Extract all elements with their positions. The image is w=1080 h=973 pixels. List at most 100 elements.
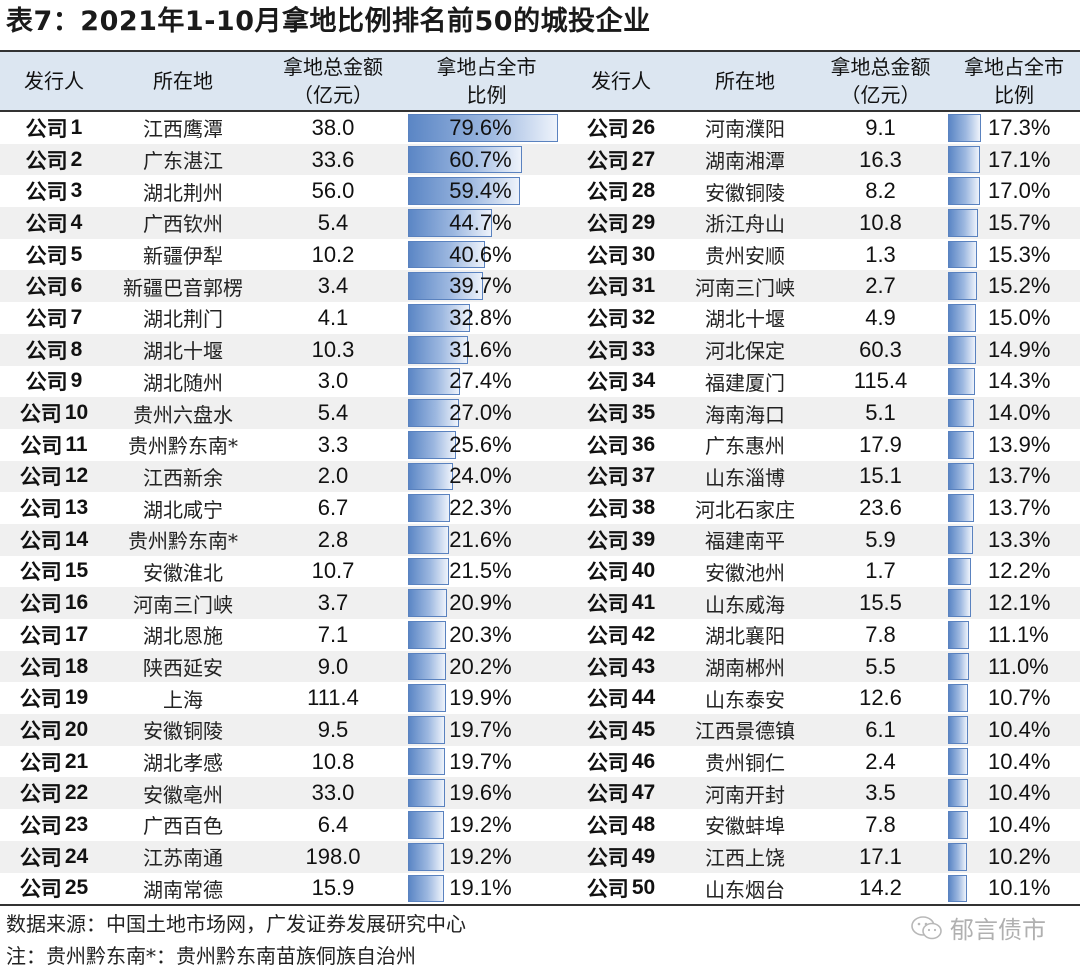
amount-cell: 10.8: [859, 209, 902, 235]
ratio-cell: 14.9%: [948, 334, 1080, 366]
table-row: 公司 4 广西钦州 5.4 44.7% 公司 29 浙江舟山 10.8 15.7%: [0, 207, 1080, 239]
amount-cell: 2.4: [865, 748, 896, 774]
ratio-data-bar: [948, 874, 967, 903]
table-header: 发行人 所在地 拿地总金额 （亿元） 拿地占全市 比例 发行人 所在地 拿地总金额（…: [0, 52, 1080, 112]
table-row: 公司 24 江苏南通 198.0 19.2% 公司 49 江西上饶 17.1 10.2%: [0, 840, 1080, 873]
ratio-cell: 15.2%: [948, 270, 1080, 302]
location-cell: 湖北十堰: [143, 339, 223, 364]
ratio-cell: 12.1%: [948, 587, 1080, 619]
ratio-cell: 31.6%: [408, 334, 565, 366]
location-cell: 湖南常德: [143, 877, 223, 902]
ratio-value: 20.3%: [449, 621, 512, 647]
issuer-cell: 公司 30: [565, 239, 677, 271]
header-issuer: 发行人: [24, 69, 84, 93]
ratio-value: 13.3%: [988, 526, 1051, 552]
ratio-value: 19.6%: [449, 780, 512, 806]
ratio-data-bar: [408, 684, 446, 713]
ratio-data-bar: [408, 399, 459, 427]
issuer-number: 1: [70, 115, 83, 139]
ratio-value: 20.9%: [449, 590, 512, 616]
issuer-prefix: 公司: [19, 687, 62, 712]
location-cell: 湖北咸宁: [143, 497, 223, 522]
issuer-prefix: 公司: [586, 211, 629, 236]
issuer-cell: 公司 47: [565, 777, 677, 809]
ratio-cell: 79.6%: [408, 112, 565, 144]
table-title: 表7：2021年1-10月拿地比例排名前50的城投企业: [6, 6, 651, 37]
issuer-number: 13: [64, 496, 89, 520]
issuer-cell: 公司 3: [0, 175, 108, 207]
ratio-cell: 13.7%: [948, 492, 1080, 524]
issuer-cell: 公司 32: [565, 302, 677, 334]
issuer-cell: 公司 39: [565, 524, 677, 556]
location-cell: 广东湛江: [143, 149, 223, 174]
issuer-prefix: 公司: [20, 433, 63, 458]
amount-cell: 7.1: [317, 621, 349, 647]
ratio-cell: 10.2%: [948, 841, 1080, 873]
table-row: 公司 18 陕西延安 9.0 20.2% 公司 43 湖南郴州 5.5 11.0%: [0, 650, 1080, 683]
issuer-number: 14: [64, 527, 89, 551]
issuer-cell: 公司 37: [565, 461, 677, 493]
ratio-cell: 24.0%: [408, 461, 565, 493]
ratio-data-bar: [948, 747, 968, 776]
ratio-value: 10.4%: [988, 748, 1051, 774]
ratio-cell: 13.3%: [948, 524, 1080, 556]
table-row: 公司 7 湖北荆门 4.1 32.8% 公司 32 湖北十堰 4.9 15.0%: [0, 302, 1080, 334]
location-cell: 安徽铜陵: [143, 719, 223, 744]
amount-cell: 3.4: [317, 273, 349, 299]
amount-cell: 3.0: [317, 368, 349, 394]
issuer-prefix: 公司: [25, 243, 68, 268]
ratio-cell: 21.5%: [408, 556, 565, 588]
amount-cell: 2.8: [317, 526, 349, 552]
ratio-cell: 14.0%: [948, 397, 1080, 429]
wechat-icon: [910, 915, 944, 941]
location-cell: 湖北荆门: [143, 307, 223, 332]
location-cell: 陕西延安: [143, 656, 223, 681]
ratio-cell: 13.7%: [948, 461, 1080, 493]
table-row: 公司 22 安徽亳州 33.0 19.6% 公司 47 河南开封 3.5 10.4%: [0, 777, 1080, 810]
issuer-prefix: 公司: [19, 782, 62, 807]
issuer-prefix: 公司: [19, 813, 62, 838]
issuer-prefix: 公司: [19, 718, 62, 743]
ratio-value: 15.2%: [988, 273, 1051, 299]
amount-cell: 12.6: [859, 685, 902, 711]
issuer-prefix: 公司: [19, 560, 62, 585]
ratio-data-bar: [948, 716, 968, 744]
location-cell: 福建厦门: [705, 370, 785, 395]
location-cell: 广西百色: [143, 814, 223, 839]
ratio-value: 19.9%: [449, 685, 512, 711]
amount-cell: 3.3: [317, 431, 349, 457]
location-cell: 山东泰安: [705, 687, 785, 712]
amount-cell: 4.9: [865, 304, 896, 330]
watermark-text: 郁言债市: [950, 916, 1046, 944]
issuer-number: 22: [64, 781, 89, 805]
issuer-cell: 公司 41: [565, 587, 677, 619]
issuer-prefix: 公司: [25, 306, 68, 331]
table-row: 公司 20 安徽铜陵 9.5 19.7% 公司 45 江西景德镇 6.1 10.4%: [0, 714, 1080, 746]
issuer-prefix: 公司: [586, 623, 629, 648]
header-location: 所在地: [715, 69, 775, 93]
issuer-prefix: 公司: [586, 433, 629, 458]
footer: 数据来源：中国土地市场网，广发证券发展研究中心 注：贵州黔东南*：贵州黔东南苗族…: [6, 908, 1076, 972]
amount-cell: 16.3: [859, 146, 902, 172]
header-location: 所在地: [153, 69, 213, 93]
issuer-cell: 公司 43: [565, 651, 677, 683]
issuer-number: 35: [631, 401, 656, 425]
issuer-number: 17: [64, 622, 89, 646]
amount-cell: 33.0: [311, 780, 355, 806]
location-cell: 浙江舟山: [705, 212, 785, 237]
issuer-prefix: 公司: [25, 180, 68, 205]
issuer-cell: 公司 44: [565, 682, 677, 714]
location-cell: 贵州铜仁: [705, 751, 785, 776]
ratio-value: 10.4%: [988, 811, 1051, 837]
ratio-cell: 10.4%: [948, 714, 1080, 746]
issuer-cell: 公司 50: [565, 873, 677, 905]
issuer-cell: 公司 18: [0, 651, 108, 683]
issuer-number: 33: [631, 337, 656, 361]
ratio-cell: 20.2%: [408, 651, 565, 683]
ratio-value: 21.6%: [449, 526, 512, 552]
ratio-cell: 10.7%: [948, 682, 1080, 714]
ratio-value: 22.3%: [449, 495, 512, 521]
issuer-number: 19: [64, 686, 89, 710]
ratio-data-bar: [408, 272, 483, 301]
issuer-number: 9: [70, 369, 83, 393]
